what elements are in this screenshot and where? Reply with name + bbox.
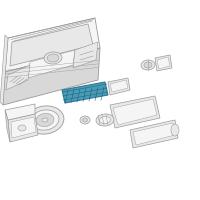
Polygon shape [110, 96, 160, 128]
Ellipse shape [171, 124, 179, 136]
Polygon shape [5, 18, 100, 72]
Ellipse shape [44, 52, 62, 64]
Polygon shape [5, 110, 10, 142]
Ellipse shape [47, 54, 59, 62]
Polygon shape [110, 80, 128, 92]
Ellipse shape [96, 114, 114, 126]
Polygon shape [155, 55, 172, 71]
Polygon shape [130, 120, 178, 148]
Polygon shape [0, 35, 8, 105]
Polygon shape [62, 82, 108, 103]
Ellipse shape [42, 118, 48, 122]
Ellipse shape [144, 62, 152, 68]
Polygon shape [10, 24, 93, 66]
Polygon shape [8, 114, 38, 142]
Polygon shape [28, 50, 75, 78]
Polygon shape [113, 99, 157, 125]
Polygon shape [73, 42, 98, 68]
Ellipse shape [26, 106, 64, 134]
Polygon shape [11, 117, 36, 138]
Ellipse shape [141, 60, 155, 70]
Polygon shape [3, 48, 100, 105]
Polygon shape [6, 65, 30, 90]
Ellipse shape [100, 116, 110, 124]
Ellipse shape [83, 118, 88, 122]
Ellipse shape [36, 113, 54, 127]
Ellipse shape [80, 116, 90, 124]
Polygon shape [5, 104, 35, 120]
Ellipse shape [18, 125, 26, 131]
Polygon shape [157, 57, 170, 69]
Ellipse shape [31, 110, 59, 130]
Polygon shape [133, 123, 175, 145]
Polygon shape [108, 78, 130, 95]
